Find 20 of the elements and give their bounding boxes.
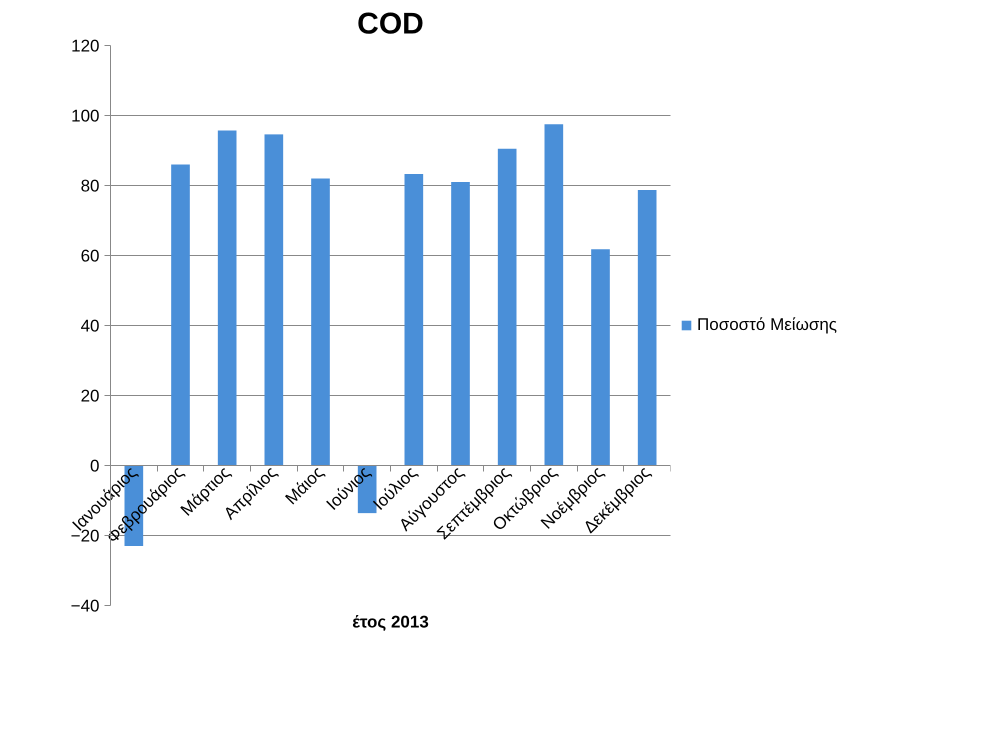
bar [451,182,470,466]
legend-label: Ποσοστό Μείωσης [697,315,837,335]
bar [311,178,330,466]
bar [264,134,284,466]
y-tick-label: 20 [80,386,100,406]
bar [544,124,564,466]
y-tick-label: 100 [71,106,100,126]
y-tick-label: 40 [80,316,100,336]
bar [638,190,656,466]
y-tick-label: −40 [70,596,100,616]
x-axis-title: έτος 2013 [352,612,429,632]
y-tick-label: 80 [80,176,100,196]
chart-title: COD [357,8,424,40]
bar [498,148,516,466]
bar [404,174,424,466]
bar [591,249,610,466]
bar [171,164,190,466]
y-tick-label: 120 [71,36,100,56]
bar [218,130,236,466]
y-tick-label: 60 [80,246,100,266]
